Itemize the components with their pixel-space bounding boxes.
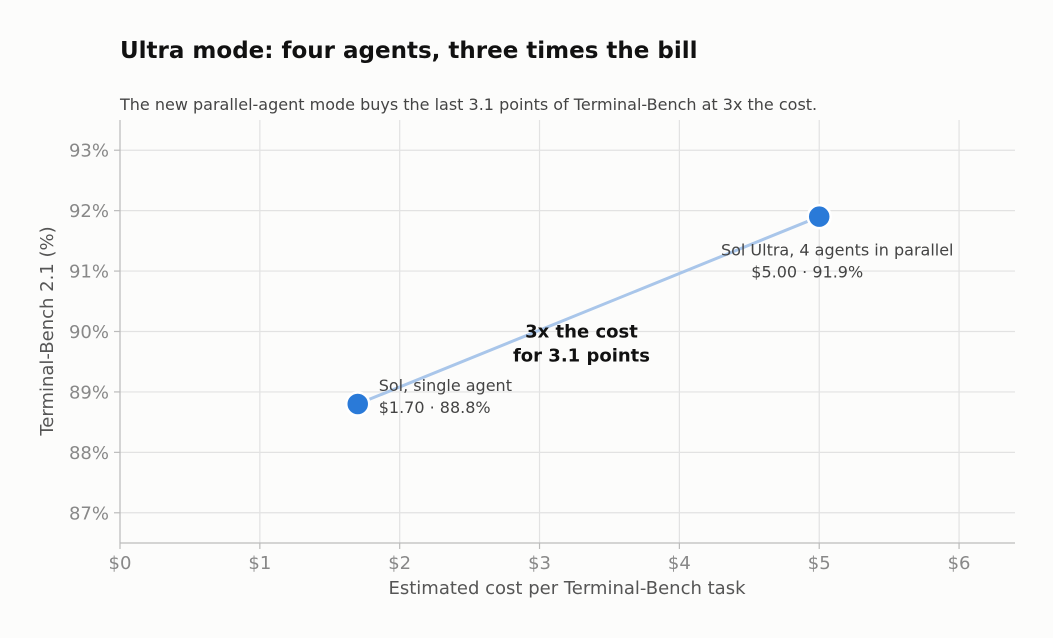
x-tick-label: $4 [668,553,691,574]
y-tick-label: 87% [69,503,109,524]
chart-subtitle: The new parallel-agent mode buys the las… [119,95,817,114]
y-tick-label: 92% [69,201,109,222]
y-tick-label: 90% [69,322,109,343]
x-tick-label: $2 [388,553,411,574]
y-tick-label: 91% [69,262,109,283]
series [344,203,832,417]
x-tick-label: $6 [948,553,971,574]
data-point [344,391,371,417]
x-tick-label: $1 [248,553,271,574]
point-label: Sol, single agent [379,376,512,395]
y-tick-label: 88% [69,443,109,464]
point-labels: Sol, single agent $1.70 · 88.8% Sol Ultra,… [379,241,954,417]
point-value-label: $5.00 · 91.9% [751,263,863,282]
x-tick-label: $3 [528,553,551,574]
grid [120,120,1015,543]
y-tick-label: 89% [69,382,109,403]
data-point [806,203,832,230]
y-axis-label: Terminal-Bench 2.1 (%) [37,226,58,436]
point-label: Sol Ultra, 4 agents in parallel [721,241,954,260]
x-tick-label: $0 [109,553,132,574]
x-tick-label: $5 [808,553,831,574]
point-value-label: $1.70 · 88.8% [379,398,491,417]
annotation-line: 3x the cost [525,322,638,343]
axes [114,120,1015,549]
chart-title: Ultra mode: four agents, three times the… [120,38,698,64]
tick-labels: $0 $1 $2 $3 $4 $5 $6 87% 88% 89% 90% 91% 92% 93% [69,141,971,574]
y-tick-label: 93% [69,141,109,162]
series-line [356,215,821,406]
annotation-line: for 3.1 points [513,346,650,367]
x-axis-label: Estimated cost per Terminal-Bench task [388,578,746,599]
